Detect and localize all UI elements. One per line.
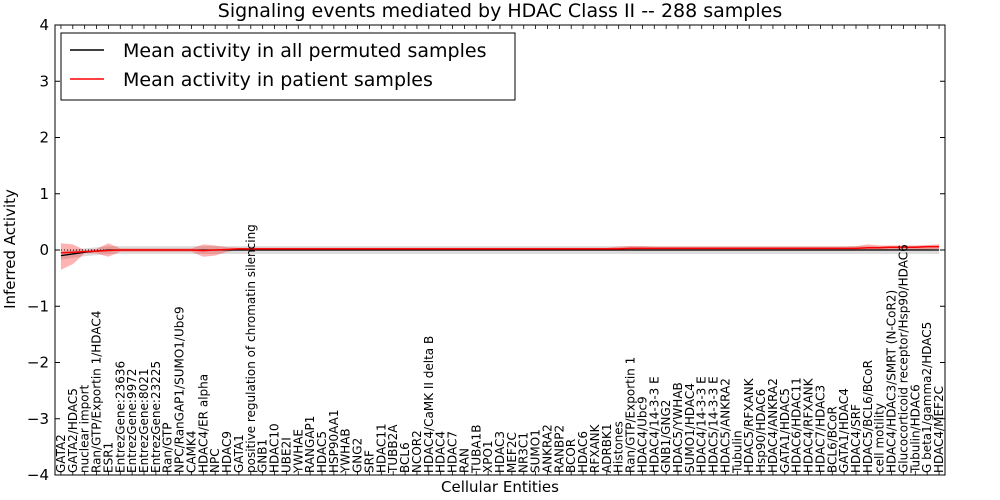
x-tick-label: NR3C1 bbox=[517, 432, 531, 473]
x-tick-label: GNG2 bbox=[351, 438, 365, 473]
x-tick-label: EntrezGene:23225 bbox=[149, 361, 163, 473]
y-tick-label: 0 bbox=[39, 241, 49, 259]
x-tick-label: Ran/GTP bbox=[161, 422, 175, 473]
x-tick-label: GATA2 bbox=[54, 434, 68, 473]
y-tick-label: −1 bbox=[27, 297, 49, 315]
x-tick-label: Tubulin bbox=[730, 430, 744, 474]
y-tick-label: −4 bbox=[27, 466, 49, 484]
x-tick-label: CAMK4 bbox=[184, 431, 198, 473]
x-tick-label: GNB1 bbox=[256, 439, 270, 473]
x-tick-label: EntrezGene:9972 bbox=[125, 369, 139, 474]
x-tick-label: HDAC4/Ubc9 bbox=[635, 396, 649, 473]
x-tick-label: XPO1 bbox=[481, 440, 495, 473]
x-tick-label: HDAC5/RFXANK bbox=[742, 377, 756, 473]
x-tick-label: Ran/GTP/Exportin 1/HDAC4 bbox=[90, 311, 104, 473]
y-tick-label: 3 bbox=[39, 72, 49, 90]
x-tick-label: ANKRA2 bbox=[540, 424, 554, 473]
x-tick-label: ESR1 bbox=[101, 442, 115, 473]
y-tick-label: −2 bbox=[27, 354, 49, 372]
y-tick-label: 4 bbox=[39, 16, 49, 34]
x-tick-label: HDAC4/MEF2C bbox=[932, 386, 946, 473]
legend-label: Mean activity in patient samples bbox=[123, 69, 433, 91]
x-tick-label: nuclear import bbox=[78, 384, 92, 473]
x-tick-label: HDAC5/YWHAB bbox=[671, 382, 685, 473]
x-tick-label: NPC/RanGAP1/SUMO1/Ubc9 bbox=[173, 306, 187, 473]
x-tick-label: HDAC4/SRF bbox=[849, 404, 863, 473]
y-tick-label: 2 bbox=[39, 129, 49, 147]
x-tick-label: Tubulin/HDAC6 bbox=[908, 384, 922, 474]
x-tick-label: HDAC4/CaMK II delta B bbox=[422, 336, 436, 473]
x-tick-label: Glucocorticoid receptor/Hsp90/HDAC6 bbox=[896, 244, 910, 473]
x-tick-label: HDAC4/HDAC3/SMRT (N-CoR2) bbox=[885, 290, 899, 473]
x-tick-label: HDAC5/ANKRA2 bbox=[718, 378, 732, 473]
x-tick-label: GATA1 bbox=[232, 434, 246, 473]
x-tick-label: BCOR bbox=[564, 439, 578, 473]
x-tick-label: RAN bbox=[457, 448, 471, 473]
x-tick-label: TUBB2A bbox=[386, 424, 400, 474]
y-tick-label: 1 bbox=[39, 185, 49, 203]
x-tick-label: Ran/GTP/Exportin 1 bbox=[624, 357, 638, 473]
x-tick-label: HDAC4/RFXANK bbox=[802, 377, 816, 473]
x-tick-label: SUMO1 bbox=[529, 429, 543, 473]
x-tick-label: YWHAB bbox=[339, 428, 353, 474]
x-tick-label: HDAC7/HDAC3 bbox=[813, 385, 827, 473]
x-tick-label: EntrezGene:23636 bbox=[113, 361, 127, 473]
x-tick-label: HSP90AA1 bbox=[327, 409, 341, 473]
x-tick-label: SRF bbox=[362, 450, 376, 473]
x-tick-label: BCL6 bbox=[398, 442, 412, 473]
x-tick-label: G beta1/gamma2/HDAC5 bbox=[920, 322, 934, 473]
x-tick-label: HDAC7 bbox=[446, 431, 460, 473]
x-tick-label: HDAC11 bbox=[374, 423, 388, 473]
x-tick-label: ADRBK1 bbox=[600, 423, 614, 473]
x-tick-label: NCOR2 bbox=[410, 430, 424, 473]
x-tick-label: HDAC4 bbox=[434, 431, 448, 473]
x-tick-label: EntrezGene:8021 bbox=[137, 369, 151, 474]
x-tick-label: HDAC10 bbox=[268, 423, 282, 473]
x-tick-label: cell motility bbox=[873, 403, 887, 473]
x-tick-label: RANBP2 bbox=[552, 425, 566, 473]
x-tick-label: HDAC4/14-3-3 E bbox=[695, 376, 709, 473]
x-tick-label: HDAC3 bbox=[493, 431, 507, 473]
x-tick-label: HDAC4/14-3-3 E bbox=[647, 376, 661, 473]
x-tick-label: positive regulation of chromatin silenci… bbox=[244, 224, 258, 473]
x-tick-label: NPC bbox=[208, 448, 222, 473]
x-tick-label: TUBA1B bbox=[469, 425, 483, 474]
chart-title: Signaling events mediated by HDAC Class … bbox=[217, 0, 783, 22]
x-tick-label: BCL6/BCoR bbox=[825, 406, 839, 473]
x-tick-label: RANGAP1 bbox=[303, 416, 317, 473]
legend-box bbox=[60, 32, 516, 101]
x-tick-label: GNB1/GNG2 bbox=[659, 400, 673, 473]
x-tick-label: HDAC5 bbox=[315, 431, 329, 473]
x-tick-label: Hsp90/HDAC6 bbox=[754, 389, 768, 473]
x-tick-label: HDAC4/ER alpha bbox=[196, 374, 210, 473]
x-tick-label: HDAC4/ANKRA2 bbox=[766, 378, 780, 473]
x-axis-label: Cellular Entities bbox=[441, 478, 559, 496]
legend-label: Mean activity in all permuted samples bbox=[123, 40, 486, 62]
y-tick-label: −3 bbox=[27, 410, 49, 428]
x-tick-label: HDAC9 bbox=[220, 431, 234, 473]
x-tick-label: HDAC5/14-3-3 E bbox=[707, 376, 721, 473]
x-tick-label: GATA1/HDAC4 bbox=[837, 388, 851, 473]
x-tick-label: Histones bbox=[612, 421, 626, 473]
x-tick-label: HDAC6/HDAC11 bbox=[790, 377, 804, 473]
x-tick-label: GATA1/HDAC5 bbox=[778, 388, 792, 473]
x-tick-label: HDAC5/BCL6/BCoR bbox=[861, 360, 875, 473]
y-axis-label: Inferred Activity bbox=[1, 189, 19, 309]
x-tick-label: GATA2/HDAC5 bbox=[66, 388, 80, 473]
x-tick-label: UBE2I bbox=[279, 437, 293, 473]
x-tick-label: YWHAE bbox=[291, 429, 305, 474]
x-tick-label: MEF2C bbox=[505, 432, 519, 473]
patient-mean-line bbox=[60, 245, 940, 254]
x-tick-label: HDAC6 bbox=[576, 431, 590, 473]
x-tick-label: RFXANK bbox=[588, 423, 602, 473]
x-tick-label: SUMO1/HDAC4 bbox=[683, 383, 697, 473]
